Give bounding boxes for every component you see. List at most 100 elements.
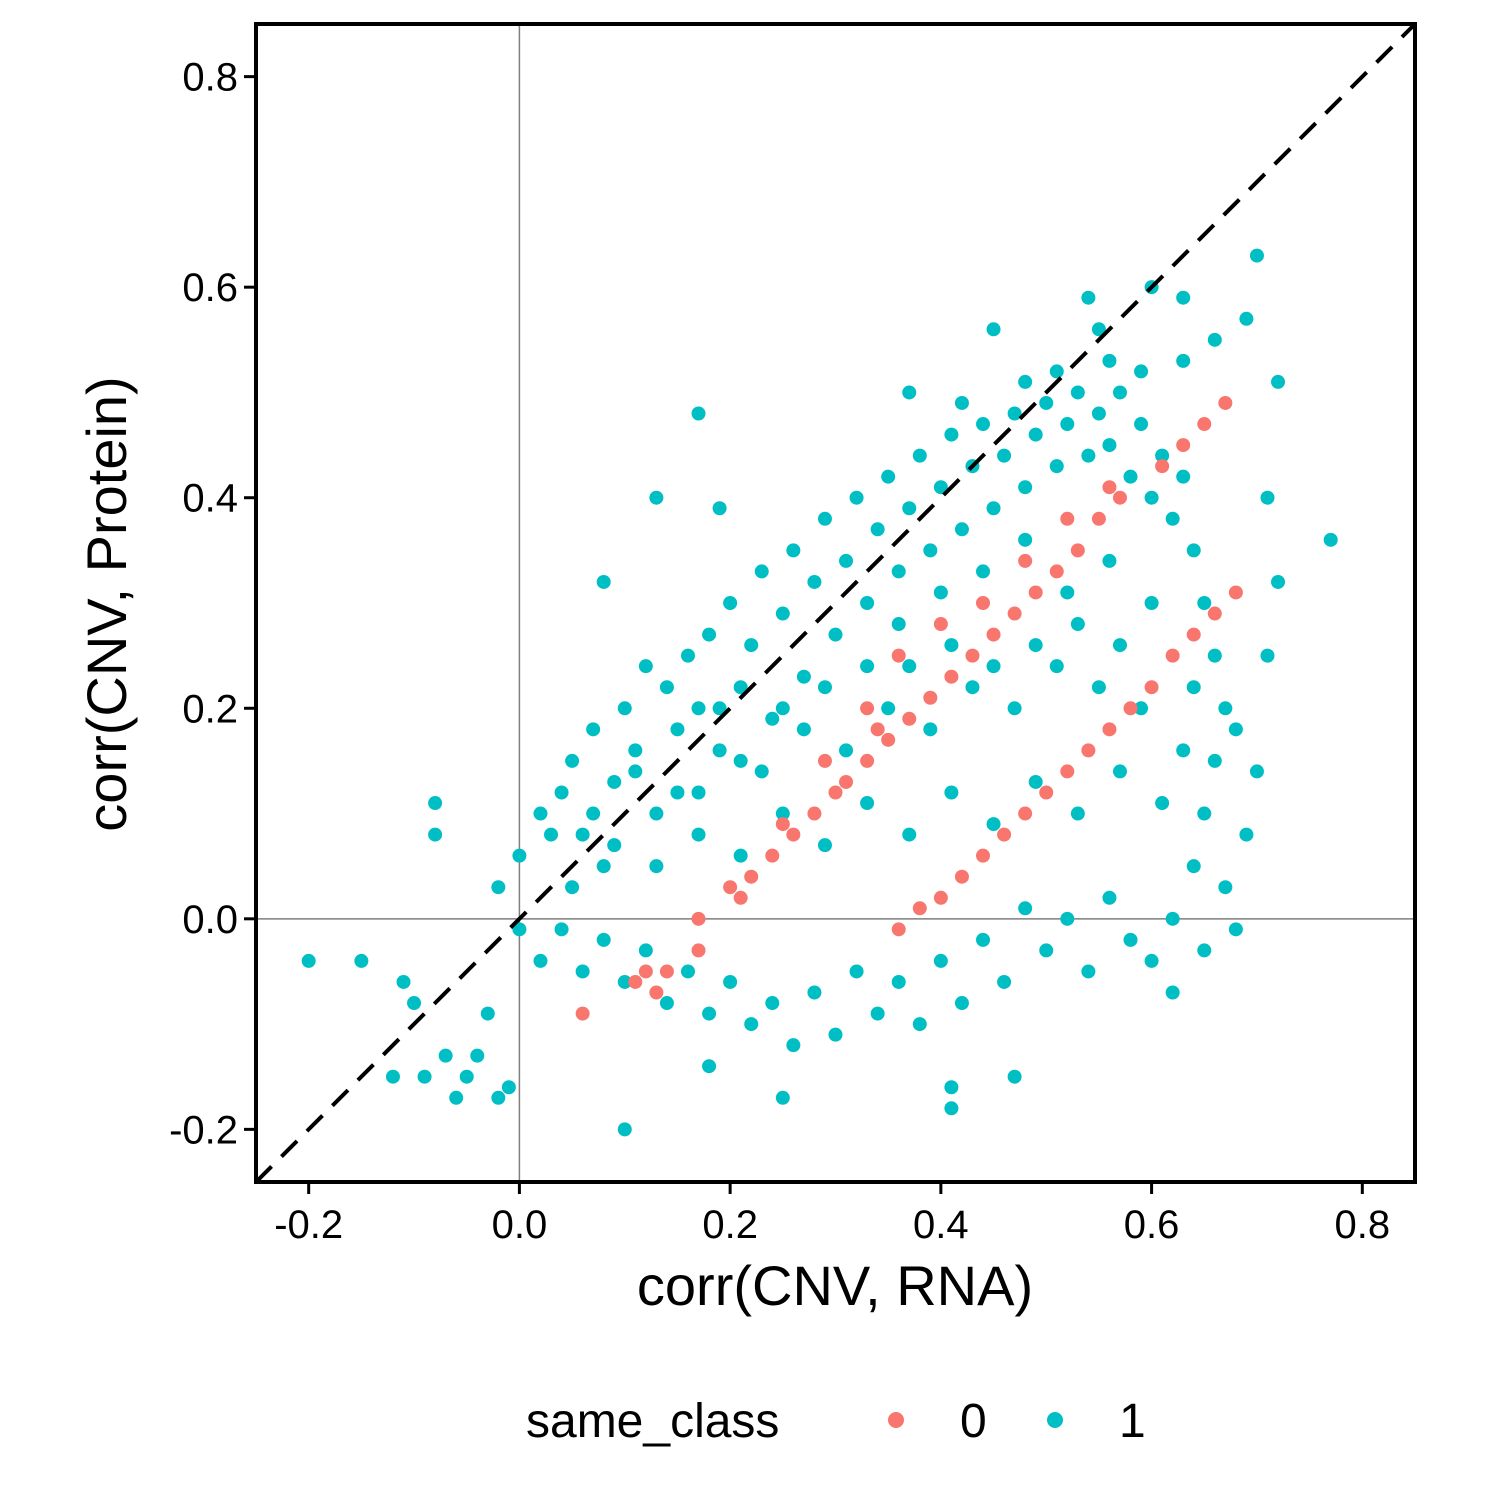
point-class-1-130 (912, 1017, 927, 1032)
point-class-1-36 (649, 490, 664, 505)
point-class-1-160 (986, 817, 1001, 832)
point-class-0-21 (986, 627, 1001, 642)
point-class-1-52 (565, 753, 580, 768)
point-class-0-4 (659, 964, 674, 979)
point-class-1-41 (1018, 374, 1033, 389)
legend-swatch-1 (1047, 1412, 1063, 1428)
point-class-1-144 (617, 974, 632, 989)
point-class-0-3 (649, 985, 664, 1000)
point-class-1-14 (480, 1006, 495, 1021)
point-class-1-199 (860, 659, 875, 674)
point-class-1-117 (1186, 859, 1201, 874)
point-class-1-60 (649, 806, 664, 821)
point-class-1-54 (586, 722, 601, 737)
point-class-1-194 (1070, 617, 1085, 632)
point-class-1-114 (1218, 701, 1233, 716)
point-class-1-153 (691, 827, 706, 842)
point-class-1-31 (944, 1101, 959, 1116)
point-class-0-53 (1018, 553, 1033, 568)
point-class-1-201 (775, 701, 790, 716)
point-class-0-39 (1039, 785, 1054, 800)
point-class-1-11 (470, 1048, 485, 1063)
point-class-1-177 (670, 785, 685, 800)
point-class-1-159 (944, 785, 959, 800)
point-class-1-20 (986, 322, 1001, 337)
point-class-1-132 (870, 1006, 885, 1021)
point-class-1-38 (596, 574, 611, 589)
point-class-1-134 (828, 1027, 843, 1042)
point-class-1-139 (723, 974, 738, 989)
point-class-0-45 (1165, 648, 1180, 663)
point-class-0-37 (997, 827, 1012, 842)
point-class-1-64 (691, 785, 706, 800)
point-class-1-25 (1260, 490, 1275, 505)
point-class-1-108 (1155, 448, 1170, 463)
point-class-0-42 (1102, 722, 1117, 737)
point-class-1-186 (1102, 553, 1117, 568)
point-class-1-95 (1018, 480, 1033, 495)
point-class-1-202 (733, 680, 748, 695)
x-axis-title: corr(CNV, RNA) (637, 1254, 1033, 1317)
point-class-0-9 (744, 869, 759, 884)
point-class-1-57 (617, 701, 632, 716)
point-class-1-13 (501, 1080, 516, 1095)
point-class-1-3 (385, 1069, 400, 1084)
point-class-1-165 (1176, 743, 1191, 758)
point-class-1-24 (1323, 532, 1338, 547)
point-class-1-102 (1091, 406, 1106, 421)
point-class-1-70 (754, 564, 769, 579)
point-class-1-89 (954, 522, 969, 537)
point-class-1-37 (712, 501, 727, 516)
point-class-1-76 (817, 511, 832, 526)
point-class-1-2 (396, 974, 411, 989)
point-class-1-74 (796, 669, 811, 684)
point-class-1-29 (1197, 943, 1212, 958)
point-class-0-17 (902, 711, 917, 726)
point-class-1-121 (1102, 890, 1117, 905)
point-class-1-45 (1176, 353, 1191, 368)
y-tick-label: 0.2 (182, 687, 238, 731)
point-class-1-5 (407, 996, 422, 1011)
point-class-1-198 (902, 659, 917, 674)
point-class-1-136 (786, 1038, 801, 1053)
point-class-0-24 (1049, 564, 1064, 579)
point-class-1-169 (1007, 701, 1022, 716)
point-class-1-167 (1091, 680, 1106, 695)
x-tick-label: 0.8 (1335, 1203, 1391, 1247)
point-class-1-16 (691, 406, 706, 421)
point-class-1-50 (533, 806, 548, 821)
point-class-1-110 (1176, 469, 1191, 484)
point-class-1-55 (596, 859, 611, 874)
point-class-1-116 (1197, 806, 1212, 821)
point-class-1-91 (976, 417, 991, 432)
point-class-1-83 (891, 564, 906, 579)
y-axis-title: corr(CNV, Protein) (75, 376, 138, 831)
point-class-1-94 (1007, 406, 1022, 421)
point-class-1-124 (1039, 943, 1054, 958)
point-class-1-61 (659, 680, 674, 695)
point-class-1-66 (712, 701, 727, 716)
point-class-1-33 (1007, 1069, 1022, 1084)
point-class-0-49 (860, 701, 875, 716)
y-tick-label: -0.2 (169, 1108, 238, 1152)
point-class-1-100 (1070, 385, 1085, 400)
point-class-1-203 (691, 701, 706, 716)
point-class-1-184 (1018, 532, 1033, 547)
point-class-0-29 (1176, 438, 1191, 453)
point-class-1-112 (1197, 596, 1212, 610)
point-class-1-81 (870, 522, 885, 537)
point-class-1-140 (702, 1006, 717, 1021)
point-class-0-40 (1060, 764, 1075, 779)
x-axis: -0.2 0.0 0.2 0.4 0.6 0.8 (274, 1182, 1390, 1247)
point-class-1-42 (1049, 364, 1064, 379)
y-tick-label: 0.6 (182, 266, 238, 310)
point-class-0-0 (575, 1006, 590, 1021)
point-class-1-174 (796, 722, 811, 737)
point-class-1-111 (1186, 543, 1201, 558)
point-class-1-80 (860, 596, 875, 610)
point-class-0-26 (1091, 511, 1106, 526)
point-class-1-23 (1271, 374, 1286, 389)
point-class-1-161 (1028, 774, 1043, 789)
point-class-0-23 (1028, 585, 1043, 600)
